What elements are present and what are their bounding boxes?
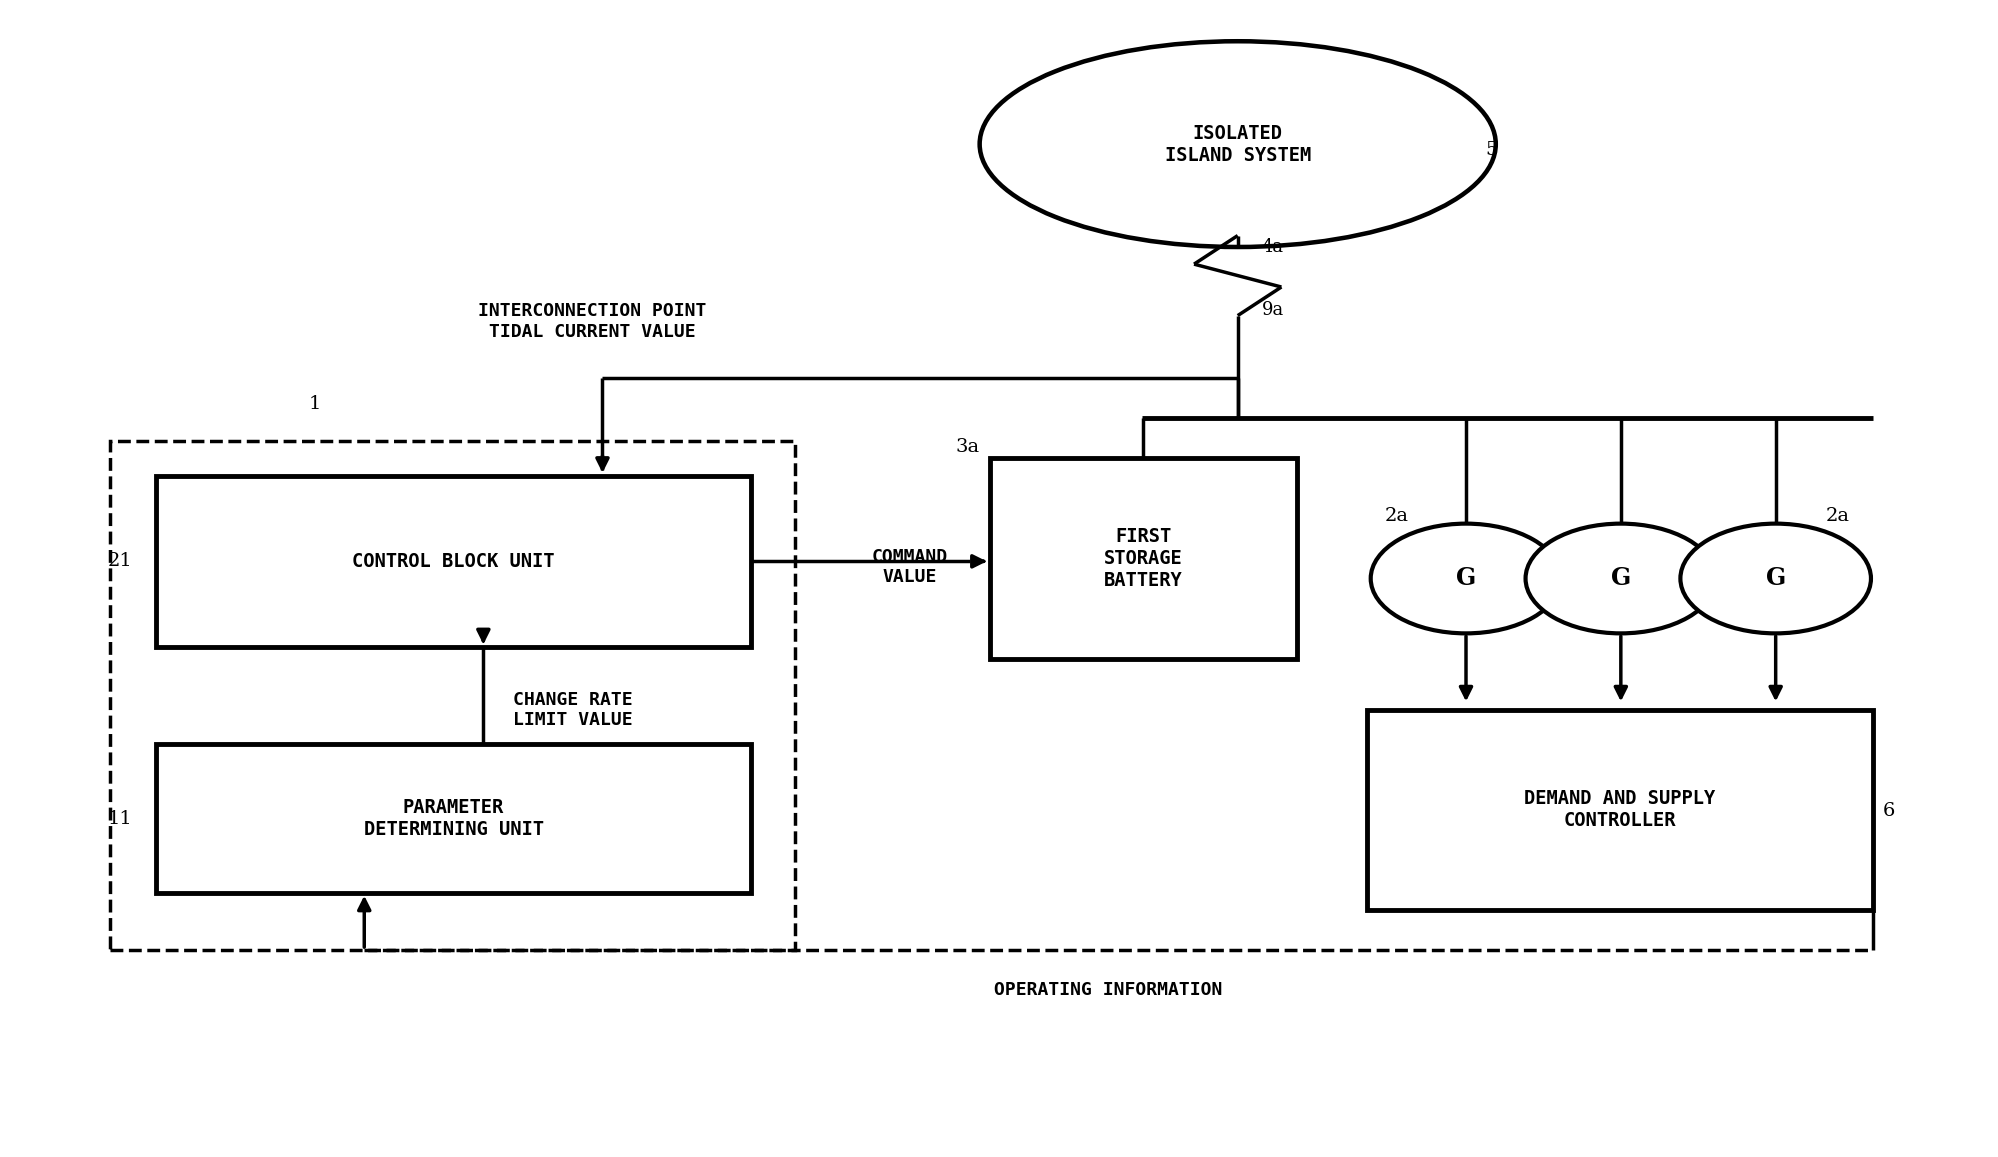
Bar	[110, 441, 795, 950]
Bar	[156, 744, 751, 893]
Text: 9a: 9a	[1261, 301, 1283, 319]
Circle shape	[1371, 524, 1560, 633]
Text: CONTROL BLOCK UNIT: CONTROL BLOCK UNIT	[352, 552, 555, 570]
Text: 1: 1	[308, 395, 320, 413]
Text: CHANGE RATE
LIMIT VALUE: CHANGE RATE LIMIT VALUE	[513, 691, 633, 729]
Text: 5: 5	[1485, 141, 1497, 159]
Text: OPERATING INFORMATION: OPERATING INFORMATION	[993, 981, 1223, 998]
Text: 11: 11	[108, 810, 132, 827]
Text: PARAMETER
DETERMINING UNIT: PARAMETER DETERMINING UNIT	[364, 798, 543, 839]
Text: 21: 21	[108, 552, 132, 570]
Text: G: G	[1764, 567, 1784, 590]
Text: 6: 6	[1882, 802, 1894, 819]
Text: 3a: 3a	[955, 439, 979, 456]
Text: COMMAND
VALUE: COMMAND VALUE	[871, 547, 947, 587]
Bar	[156, 476, 751, 647]
Text: DEMAND AND SUPPLY
CONTROLLER: DEMAND AND SUPPLY CONTROLLER	[1522, 789, 1714, 831]
Text: INTERCONNECTION POINT
TIDAL CURRENT VALUE: INTERCONNECTION POINT TIDAL CURRENT VALU…	[478, 302, 707, 340]
Bar	[989, 458, 1297, 658]
Circle shape	[1524, 524, 1714, 633]
Text: G: G	[1610, 567, 1630, 590]
Text: G: G	[1455, 567, 1475, 590]
Text: ISOLATED
ISLAND SYSTEM: ISOLATED ISLAND SYSTEM	[1165, 124, 1311, 164]
Text: 2a: 2a	[1824, 507, 1848, 524]
Text: 4a: 4a	[1261, 238, 1283, 256]
Text: 2a: 2a	[1385, 507, 1409, 524]
Circle shape	[1680, 524, 1870, 633]
Text: FIRST
STORAGE
BATTERY: FIRST STORAGE BATTERY	[1103, 526, 1183, 590]
Bar	[1367, 710, 1872, 911]
